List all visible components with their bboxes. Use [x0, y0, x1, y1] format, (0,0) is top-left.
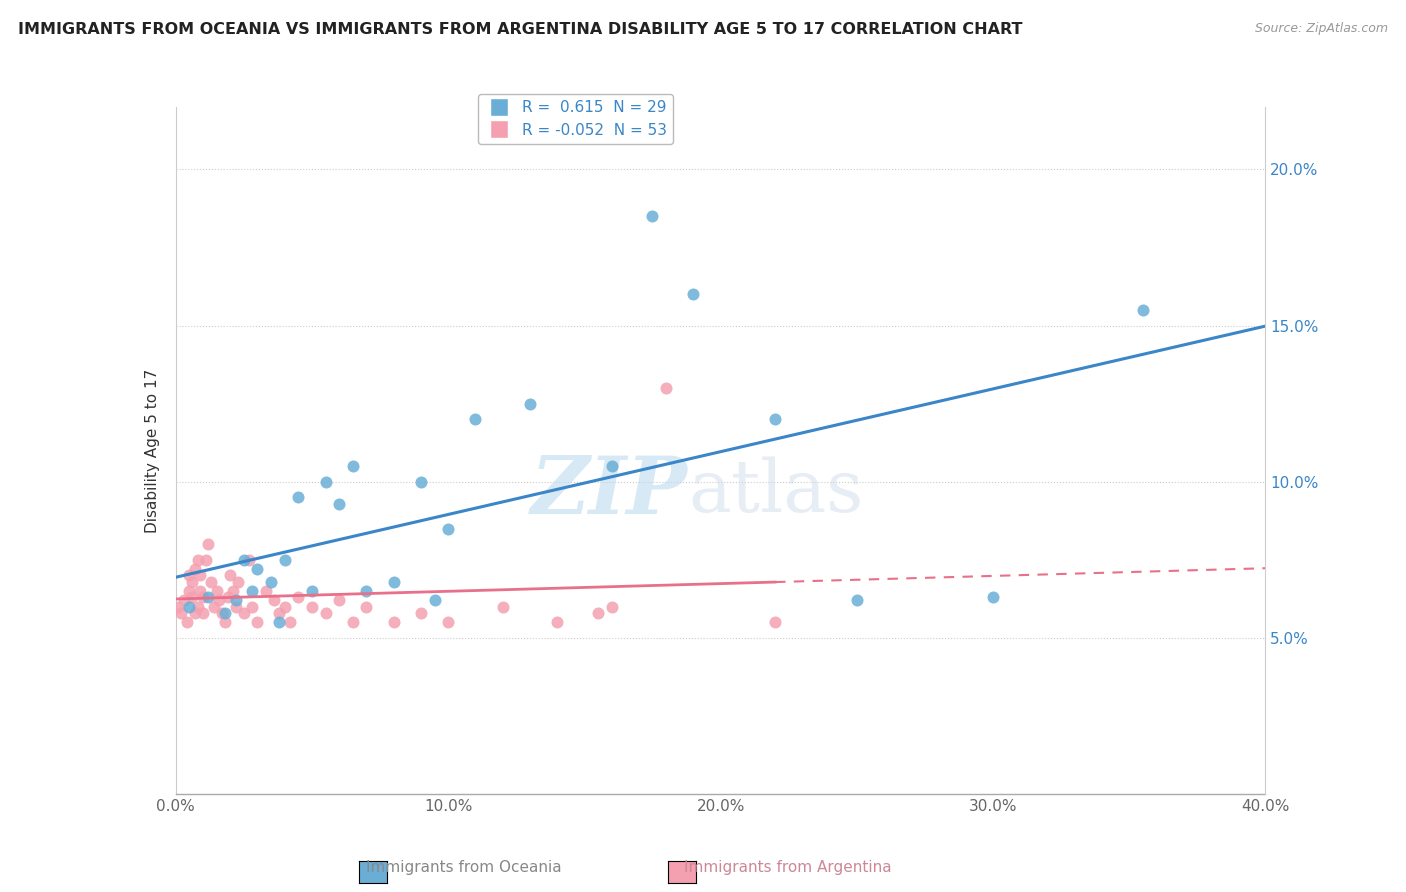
Text: ZIP: ZIP [531, 453, 688, 531]
Point [188, 583, 211, 598]
Text: Immigrants from Argentina: Immigrants from Argentina [683, 861, 891, 875]
Point [263, 593, 285, 607]
Point [682, 287, 704, 301]
Point [409, 475, 432, 489]
Text: IMMIGRANTS FROM OCEANIA VS IMMIGRANTS FROM ARGENTINA DISABILITY AGE 5 TO 17 CORR: IMMIGRANTS FROM OCEANIA VS IMMIGRANTS FR… [18, 22, 1022, 37]
Point [238, 552, 260, 567]
Point [254, 583, 277, 598]
Point [205, 583, 228, 598]
Point [641, 209, 664, 223]
Point [269, 606, 291, 620]
Point [173, 593, 195, 607]
Point [301, 599, 323, 614]
Point [181, 574, 204, 589]
Text: Source: ZipAtlas.com: Source: ZipAtlas.com [1254, 22, 1388, 36]
Point [600, 599, 623, 614]
Point [409, 606, 432, 620]
Point [763, 615, 786, 630]
Point [260, 574, 283, 589]
Point [845, 593, 868, 607]
Point [214, 606, 236, 620]
Point [176, 615, 198, 630]
Point [328, 496, 350, 510]
Point [181, 591, 204, 605]
Point [240, 583, 263, 598]
Point [328, 593, 350, 607]
Y-axis label: Disability Age 5 to 17: Disability Age 5 to 17 [145, 368, 160, 533]
Point [208, 593, 231, 607]
Point [356, 583, 378, 598]
Point [763, 412, 786, 426]
Point [492, 599, 515, 614]
Point [356, 599, 378, 614]
Point [246, 615, 269, 630]
Point [546, 615, 568, 630]
Point [269, 615, 291, 630]
Point [219, 568, 242, 582]
Point [437, 521, 460, 535]
Point [202, 599, 225, 614]
Point [188, 568, 211, 582]
Point [342, 458, 364, 473]
Point [301, 583, 323, 598]
Point [184, 606, 207, 620]
Point [186, 552, 209, 567]
Point [423, 593, 446, 607]
Point [382, 574, 405, 589]
Point [179, 568, 201, 582]
Point [586, 606, 609, 620]
Point [981, 591, 1004, 605]
Point [240, 599, 263, 614]
Point [167, 599, 190, 614]
Text: Immigrants from Oceania: Immigrants from Oceania [366, 861, 562, 875]
Point [170, 606, 193, 620]
Point [315, 606, 337, 620]
Point [382, 615, 405, 630]
Point [278, 615, 301, 630]
Point [222, 583, 245, 598]
Point [246, 562, 269, 576]
Point [191, 606, 214, 620]
Point [232, 552, 254, 567]
Point [287, 490, 309, 504]
Point [186, 599, 209, 614]
Point [179, 599, 201, 614]
Point [211, 606, 233, 620]
Point [1132, 302, 1154, 317]
Point [191, 591, 214, 605]
Point [342, 615, 364, 630]
Point [655, 381, 678, 395]
Point [274, 599, 297, 614]
Legend: R =  0.615  N = 29, R = -0.052  N = 53: R = 0.615 N = 29, R = -0.052 N = 53 [478, 94, 673, 144]
Point [200, 574, 222, 589]
Point [225, 593, 247, 607]
Point [600, 458, 623, 473]
Point [437, 615, 460, 630]
Point [287, 591, 309, 605]
Text: atlas: atlas [688, 457, 863, 527]
Point [274, 552, 297, 567]
Point [225, 599, 247, 614]
Point [214, 615, 236, 630]
Point [194, 552, 217, 567]
Point [197, 537, 219, 551]
Point [184, 562, 207, 576]
Point [519, 396, 541, 410]
Point [315, 475, 337, 489]
Point [232, 606, 254, 620]
Point [197, 591, 219, 605]
Point [228, 574, 250, 589]
Point [217, 591, 239, 605]
Point [464, 412, 486, 426]
Point [179, 583, 201, 598]
